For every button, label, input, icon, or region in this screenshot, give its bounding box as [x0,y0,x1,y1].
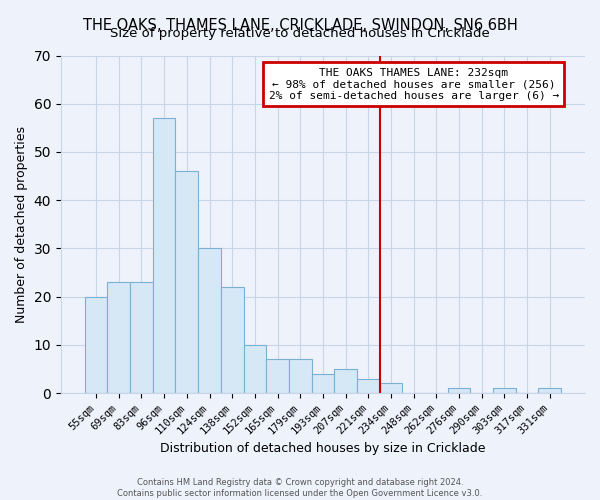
Bar [130,282,153,393]
Bar [311,374,334,393]
Bar [85,296,107,393]
Bar [153,118,175,393]
Bar [221,287,244,393]
Bar [244,345,266,393]
Bar [380,384,403,393]
X-axis label: Distribution of detached houses by size in Cricklade: Distribution of detached houses by size … [160,442,486,455]
Bar [334,369,357,393]
Text: THE OAKS, THAMES LANE, CRICKLADE, SWINDON, SN6 6BH: THE OAKS, THAMES LANE, CRICKLADE, SWINDO… [83,18,517,32]
Bar [493,388,516,393]
Y-axis label: Number of detached properties: Number of detached properties [15,126,28,323]
Bar [448,388,470,393]
Bar [538,388,561,393]
Text: Size of property relative to detached houses in Cricklade: Size of property relative to detached ho… [110,28,490,40]
Bar [357,378,380,393]
Bar [198,248,221,393]
Text: THE OAKS THAMES LANE: 232sqm
← 98% of detached houses are smaller (256)
2% of se: THE OAKS THAMES LANE: 232sqm ← 98% of de… [269,68,559,101]
Bar [175,172,198,393]
Text: Contains HM Land Registry data © Crown copyright and database right 2024.
Contai: Contains HM Land Registry data © Crown c… [118,478,482,498]
Bar [289,360,311,393]
Bar [107,282,130,393]
Bar [266,360,289,393]
